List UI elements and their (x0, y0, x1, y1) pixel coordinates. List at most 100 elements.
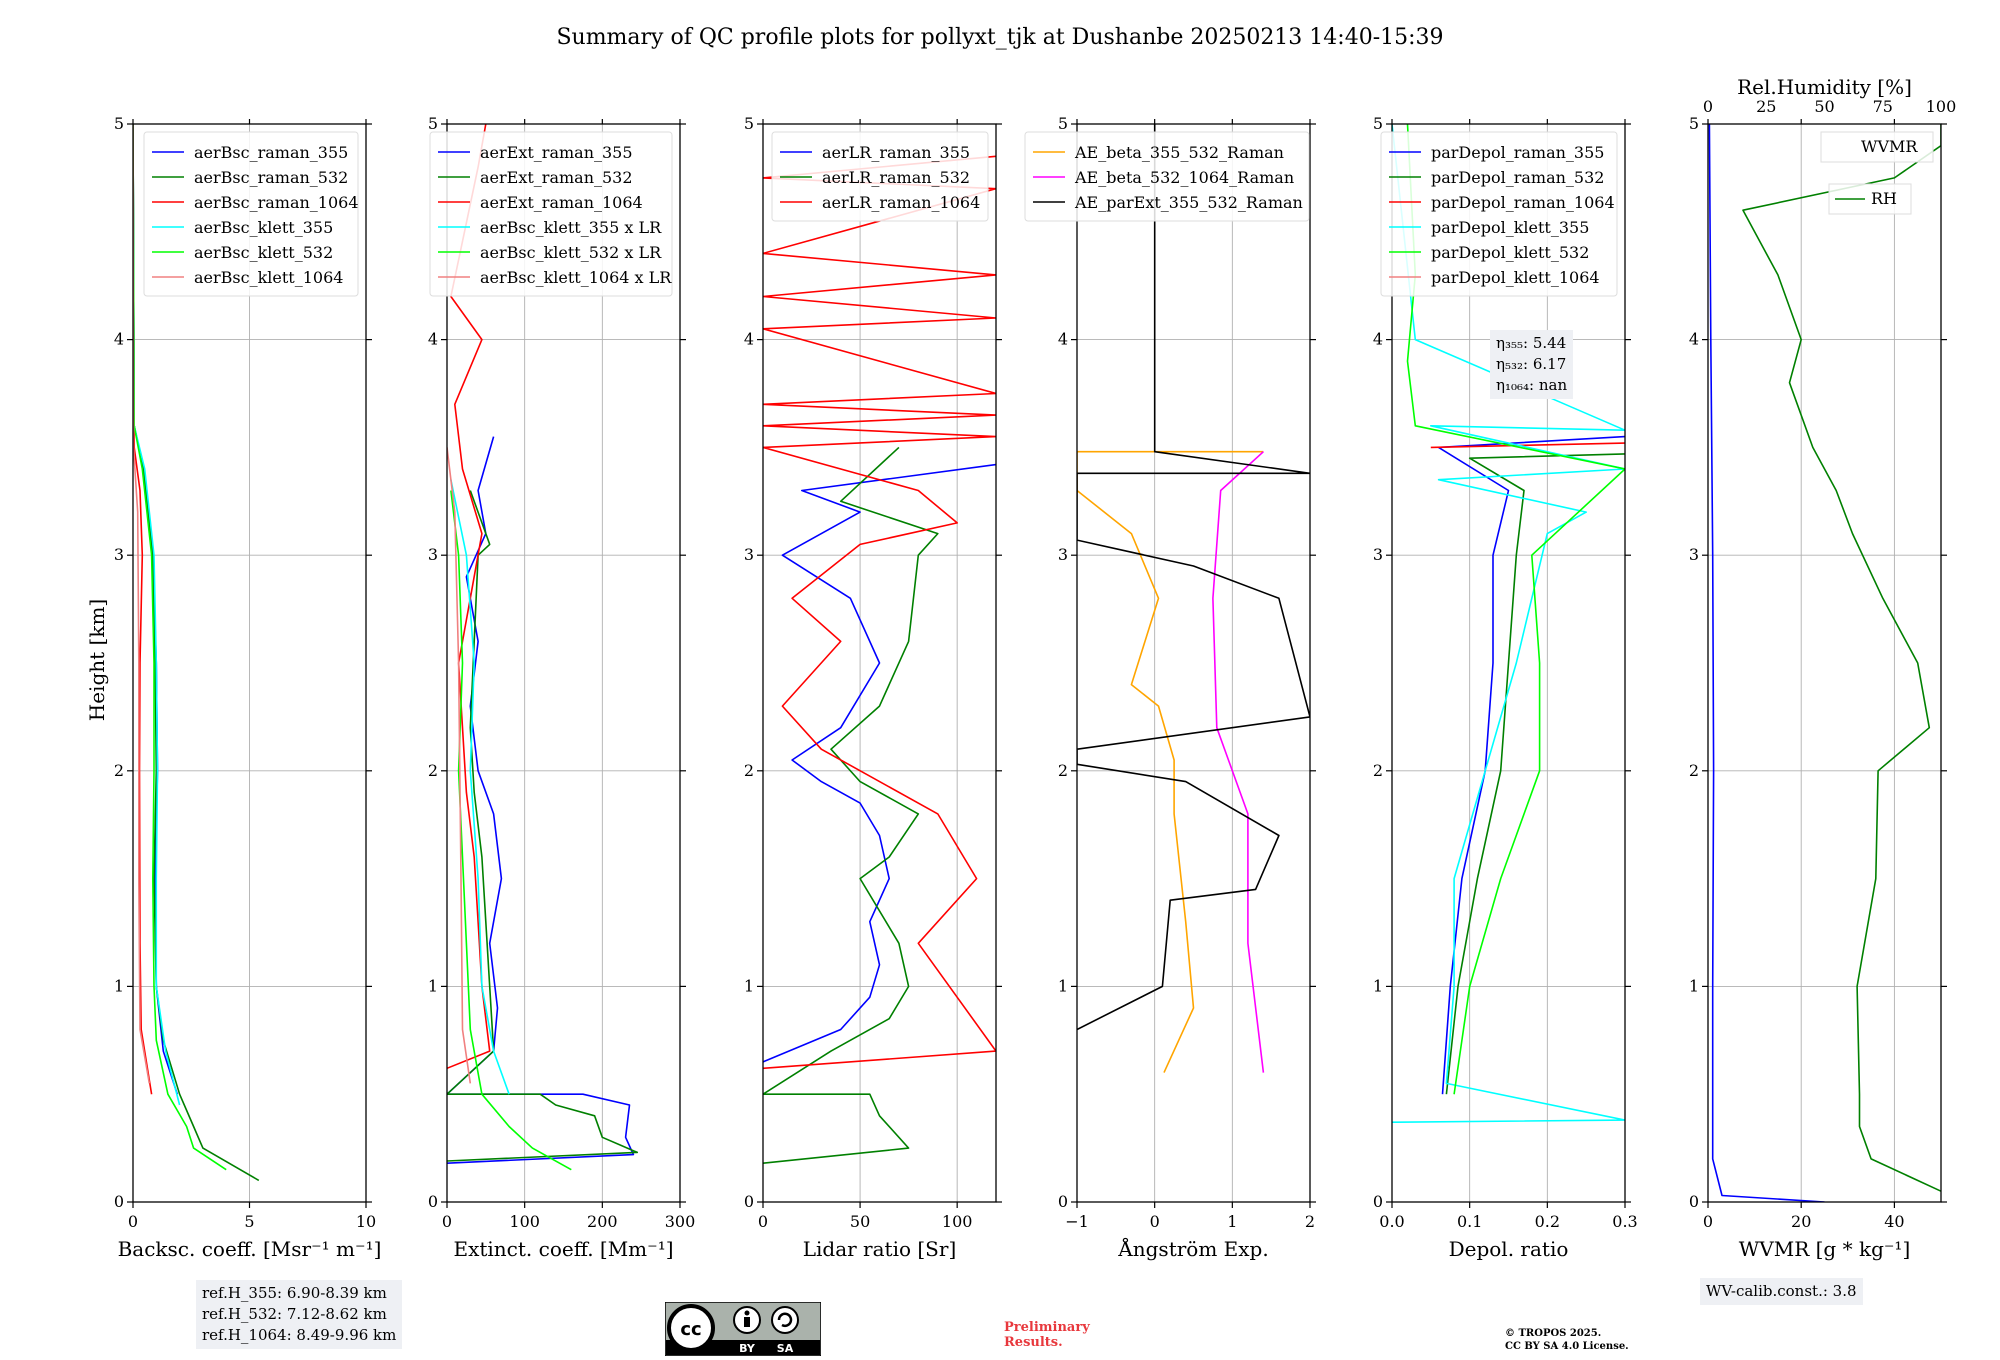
axes-frame (762, 123, 997, 1203)
y-tick-label: 2 (1373, 761, 1383, 780)
top-x-tick-label: 75 (1873, 97, 1893, 116)
x-axis-label: WVMR [g * kg⁻¹] (1739, 1237, 1911, 1261)
legend-label: aerBsc_klett_1064 (194, 268, 343, 287)
legend-label: aerLR_raman_355 (822, 143, 970, 162)
series-line-aerBsc_raman_532 (133, 124, 260, 1182)
top-x-axis-label: Rel.Humidity [%] (1737, 75, 1912, 99)
legend-box (1820, 131, 1934, 163)
series-line-aerBsc_klett_355 (133, 124, 181, 1106)
series-line-parDepol_klett_355 (1392, 124, 1625, 1123)
x-tick-label: 40 (1884, 1212, 1904, 1231)
top-x-tick-label: 0 (1703, 97, 1713, 116)
copyright-note: © TROPOS 2025. CC BY SA 4.0 License. (1505, 1327, 1629, 1353)
legend-label: parDepol_raman_355 (1431, 143, 1604, 162)
x-tick-label: 100 (942, 1212, 973, 1231)
legend-label: AE_parExt_355_532_Raman (1074, 193, 1303, 212)
series-line-parDepol_raman_532 (1445, 453, 1625, 1095)
legend-label: aerBsc_klett_355 x LR (480, 218, 662, 237)
legend-label: AE_beta_355_532_Raman (1074, 143, 1284, 162)
y-tick-label: 5 (428, 114, 438, 133)
legend-box (771, 131, 989, 222)
legend-label: RH (1871, 189, 1897, 208)
y-tick-label: 3 (1373, 545, 1383, 564)
y-tick-label: 5 (114, 114, 124, 133)
preliminary-line-1: Preliminary (1004, 1320, 1090, 1335)
series-line-aerBsc_klett_532 (133, 124, 227, 1171)
y-tick-label: 0 (114, 1192, 124, 1211)
legend-label: parDepol_raman_1064 (1431, 193, 1615, 212)
y-tick-label: 1 (1373, 976, 1383, 995)
x-axis-label: Ångström Exp. (1117, 1236, 1268, 1261)
y-tick-label: 0 (1689, 1192, 1699, 1211)
y-tick-label: 4 (114, 330, 124, 349)
wv-calib-const: WV-calib.const.: 3.8 (1706, 1282, 1857, 1300)
x-axis-label: Lidar ratio [Sr] (803, 1237, 957, 1261)
panel-bsc: 0 5 10 0 1 2 3 4 5 Backsc. coeff. [Msr⁻¹ m⁻¹] aerB… (114, 114, 382, 1261)
copyright-line-2: CC BY SA 4.0 License. (1505, 1341, 1629, 1352)
series-line-parDepol_raman_355 (1437, 435, 1625, 1095)
y-tick-label: 0 (1373, 1192, 1383, 1211)
y-tick-label: 4 (1373, 330, 1383, 349)
axes-frame (1076, 123, 1311, 1203)
series-line-aerExt_raman_355 (447, 436, 635, 1164)
legend-label: WVMR (1861, 137, 1918, 156)
y-tick-label: 1 (1689, 976, 1699, 995)
x-tick-label: 2 (1305, 1212, 1315, 1231)
x-tick-label: 300 (665, 1212, 696, 1231)
x-tick-label: 5 (244, 1212, 254, 1231)
preliminary-note: Preliminary Results. (1004, 1320, 1090, 1350)
top-x-tick-label: 25 (1756, 97, 1776, 116)
x-tick-label: 1 (1227, 1212, 1237, 1231)
x-tick-label: 0 (758, 1212, 768, 1231)
x-tick-label: 0 (128, 1212, 138, 1231)
legend-label: aerExt_raman_1064 (480, 193, 643, 212)
y-tick-label: 0 (744, 1192, 754, 1211)
panel-pdr: 0.0 0.1 0.2 0.3 0 1 2 3 4 5 Depol. ratio parDepol_r… (1373, 114, 1638, 1261)
y-tick-label: 4 (1058, 330, 1068, 349)
svg-text:BY: BY (739, 1342, 756, 1355)
panel-ext: 0 100 200 300 0 1 2 3 4 5 Extinct. coeff. [Mm⁻¹] ae… (428, 114, 695, 1261)
y-tick-label: 3 (744, 545, 754, 564)
y-tick-label: 4 (1689, 330, 1699, 349)
legend-label: parDepol_klett_355 (1431, 218, 1589, 237)
legend-label: aerLR_raman_532 (822, 168, 970, 187)
legend-label: aerBsc_raman_1064 (194, 193, 359, 212)
legend-label: aerLR_raman_1064 (822, 193, 980, 212)
legend-label: aerExt_raman_355 (480, 143, 633, 162)
y-tick-label: 2 (114, 761, 124, 780)
y-tick-label: 2 (744, 761, 754, 780)
series-line-aerLR_raman_532 (763, 446, 939, 1164)
y-tick-label: 4 (744, 330, 754, 349)
legend-label: aerBsc_klett_1064 x LR (480, 268, 672, 287)
ref-h-355: ref.H_355: 6.90-8.39 km (202, 1284, 387, 1302)
y-tick-label: 3 (1058, 545, 1068, 564)
y-tick-label: 3 (114, 545, 124, 564)
axes-frame (1391, 123, 1626, 1203)
axes-frame (446, 123, 681, 1203)
y-tick-label: 1 (744, 976, 754, 995)
x-tick-label: 0 (1703, 1212, 1713, 1231)
y-tick-label: 5 (1689, 114, 1699, 133)
svg-text:cc: cc (680, 1319, 701, 1340)
x-tick-label: 0 (442, 1212, 452, 1231)
y-tick-label: 1 (1058, 976, 1068, 995)
legend-label: aerBsc_klett_532 x LR (480, 243, 662, 262)
y-tick-label: 2 (1058, 761, 1068, 780)
x-tick-label: 0 (1150, 1212, 1160, 1231)
series-line-WVMR (1708, 124, 1825, 1202)
x-tick-label: 0.2 (1535, 1212, 1560, 1231)
y-tick-label: 3 (1689, 545, 1699, 564)
legend-label: aerBsc_raman_532 (194, 168, 348, 187)
series-line-AE_beta_355_532_Raman (1077, 450, 1264, 1073)
series-line-aerLR_raman_355 (763, 463, 996, 1063)
series-line-AE_parExt_355_532_Raman (1077, 124, 1310, 1031)
x-tick-label: 50 (850, 1212, 870, 1231)
panel-lr: 0 50 100 0 1 2 3 4 5 Lidar ratio [Sr] aerLR_raman_… (744, 114, 1002, 1261)
legend-label: aerExt_raman_532 (480, 168, 633, 187)
x-tick-label: 10 (356, 1212, 376, 1231)
top-x-tick-label: 100 (1926, 97, 1957, 116)
series-line-parDepol_klett_532 (1406, 124, 1625, 1095)
x-tick-label: −1 (1065, 1212, 1089, 1231)
legend-label: AE_beta_532_1064_Raman (1074, 168, 1294, 187)
